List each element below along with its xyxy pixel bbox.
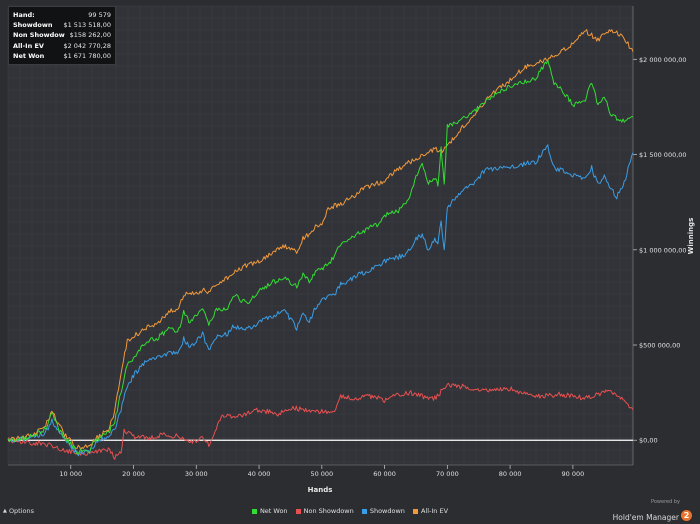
y-tick-label: $1 500 000,00	[639, 151, 687, 159]
legend-swatch	[361, 508, 367, 514]
stat-value: $158 262,00	[69, 31, 111, 40]
legend-item-all-in-ev[interactable]: All-In EV	[412, 507, 449, 515]
stat-value: $1 671 780,00	[63, 51, 111, 60]
y-axis: $0,00 $500 000,00 $1 000 000,00 $1 500 000,…	[632, 6, 687, 465]
options-label: Options	[8, 507, 35, 515]
series-line-net-won	[7, 59, 634, 455]
legend-item-net-won[interactable]: Net Won	[251, 507, 288, 515]
stat-value: 99 579	[88, 11, 111, 19]
x-tick-label: 40 000	[248, 470, 271, 478]
legend-swatch	[295, 508, 301, 514]
stat-row-net-won: Net Won $1 671 780,00	[13, 51, 111, 61]
brand-logo-icon: 2	[681, 510, 692, 521]
series-line-all-in-ev	[7, 29, 634, 451]
legend-swatch	[251, 508, 257, 514]
x-axis: 10 000 20 000 30 000 40 000 50 000 60 000 70 0…	[8, 464, 633, 478]
stat-row-hands: Hand: 99 579	[13, 10, 111, 20]
legend-swatch	[412, 508, 418, 514]
x-tick-label: 60 000	[373, 470, 396, 478]
stat-row-all-in-ev: All-In EV $2 042 770,28	[13, 41, 111, 51]
triangle-up-icon: ▲	[3, 508, 7, 514]
stats-panel: Hand: 99 579 Showdown $1 513 518,00 Non Sh…	[8, 6, 116, 66]
y-tick-label: $500 000,00	[639, 342, 680, 350]
stat-row-non-showdown: Non Showdow $158 262,00	[13, 30, 111, 40]
legend-label: All-In EV	[420, 507, 449, 515]
stat-label: Showdown	[13, 21, 53, 30]
x-tick-label: 80 000	[499, 470, 522, 478]
y-axis-label: Winnings	[687, 218, 695, 255]
x-axis-label: Hands	[308, 486, 333, 494]
x-tick-label: 10 000	[59, 470, 82, 478]
stat-label: Net Won	[13, 51, 45, 60]
stat-label: All-In EV	[13, 41, 44, 50]
powered-by-text: Powered by	[651, 499, 680, 505]
series-line-showdown	[7, 144, 634, 457]
stat-value: $2 042 770,28	[63, 41, 111, 50]
legend-item-showdown[interactable]: Showdown	[361, 507, 405, 515]
series-line-non-showdown	[7, 382, 634, 460]
options-button[interactable]: ▲ Options	[3, 507, 34, 515]
y-tick-label: $1 000 000,00	[639, 246, 687, 254]
legend-item-non-showdown[interactable]: Non Showdown	[295, 507, 354, 515]
legend-label: Showdown	[369, 507, 405, 515]
stat-value: $1 513 518,00	[63, 21, 111, 30]
stat-row-showdown: Showdown $1 513 518,00	[13, 20, 111, 30]
legend-label: Non Showdown	[303, 507, 354, 515]
x-tick-label: 20 000	[122, 470, 145, 478]
branding: Powered by Hold'em Manager 2	[613, 499, 692, 524]
stat-label: Hand:	[13, 11, 35, 19]
x-tick-label: 70 000	[436, 470, 459, 478]
x-tick-label: 50 000	[310, 470, 333, 478]
x-tick-label: 90 000	[562, 470, 585, 478]
stat-label: Non Showdow	[13, 31, 65, 40]
legend-label: Net Won	[259, 507, 288, 515]
y-tick-label: $0,00	[639, 437, 658, 445]
series-lines	[7, 29, 634, 460]
x-tick-label: 30 000	[185, 470, 208, 478]
y-tick-label: $2 000 000,00	[639, 56, 687, 64]
chart-legend: Net Won Non Showdown Showdown All-In EV	[0, 507, 700, 515]
